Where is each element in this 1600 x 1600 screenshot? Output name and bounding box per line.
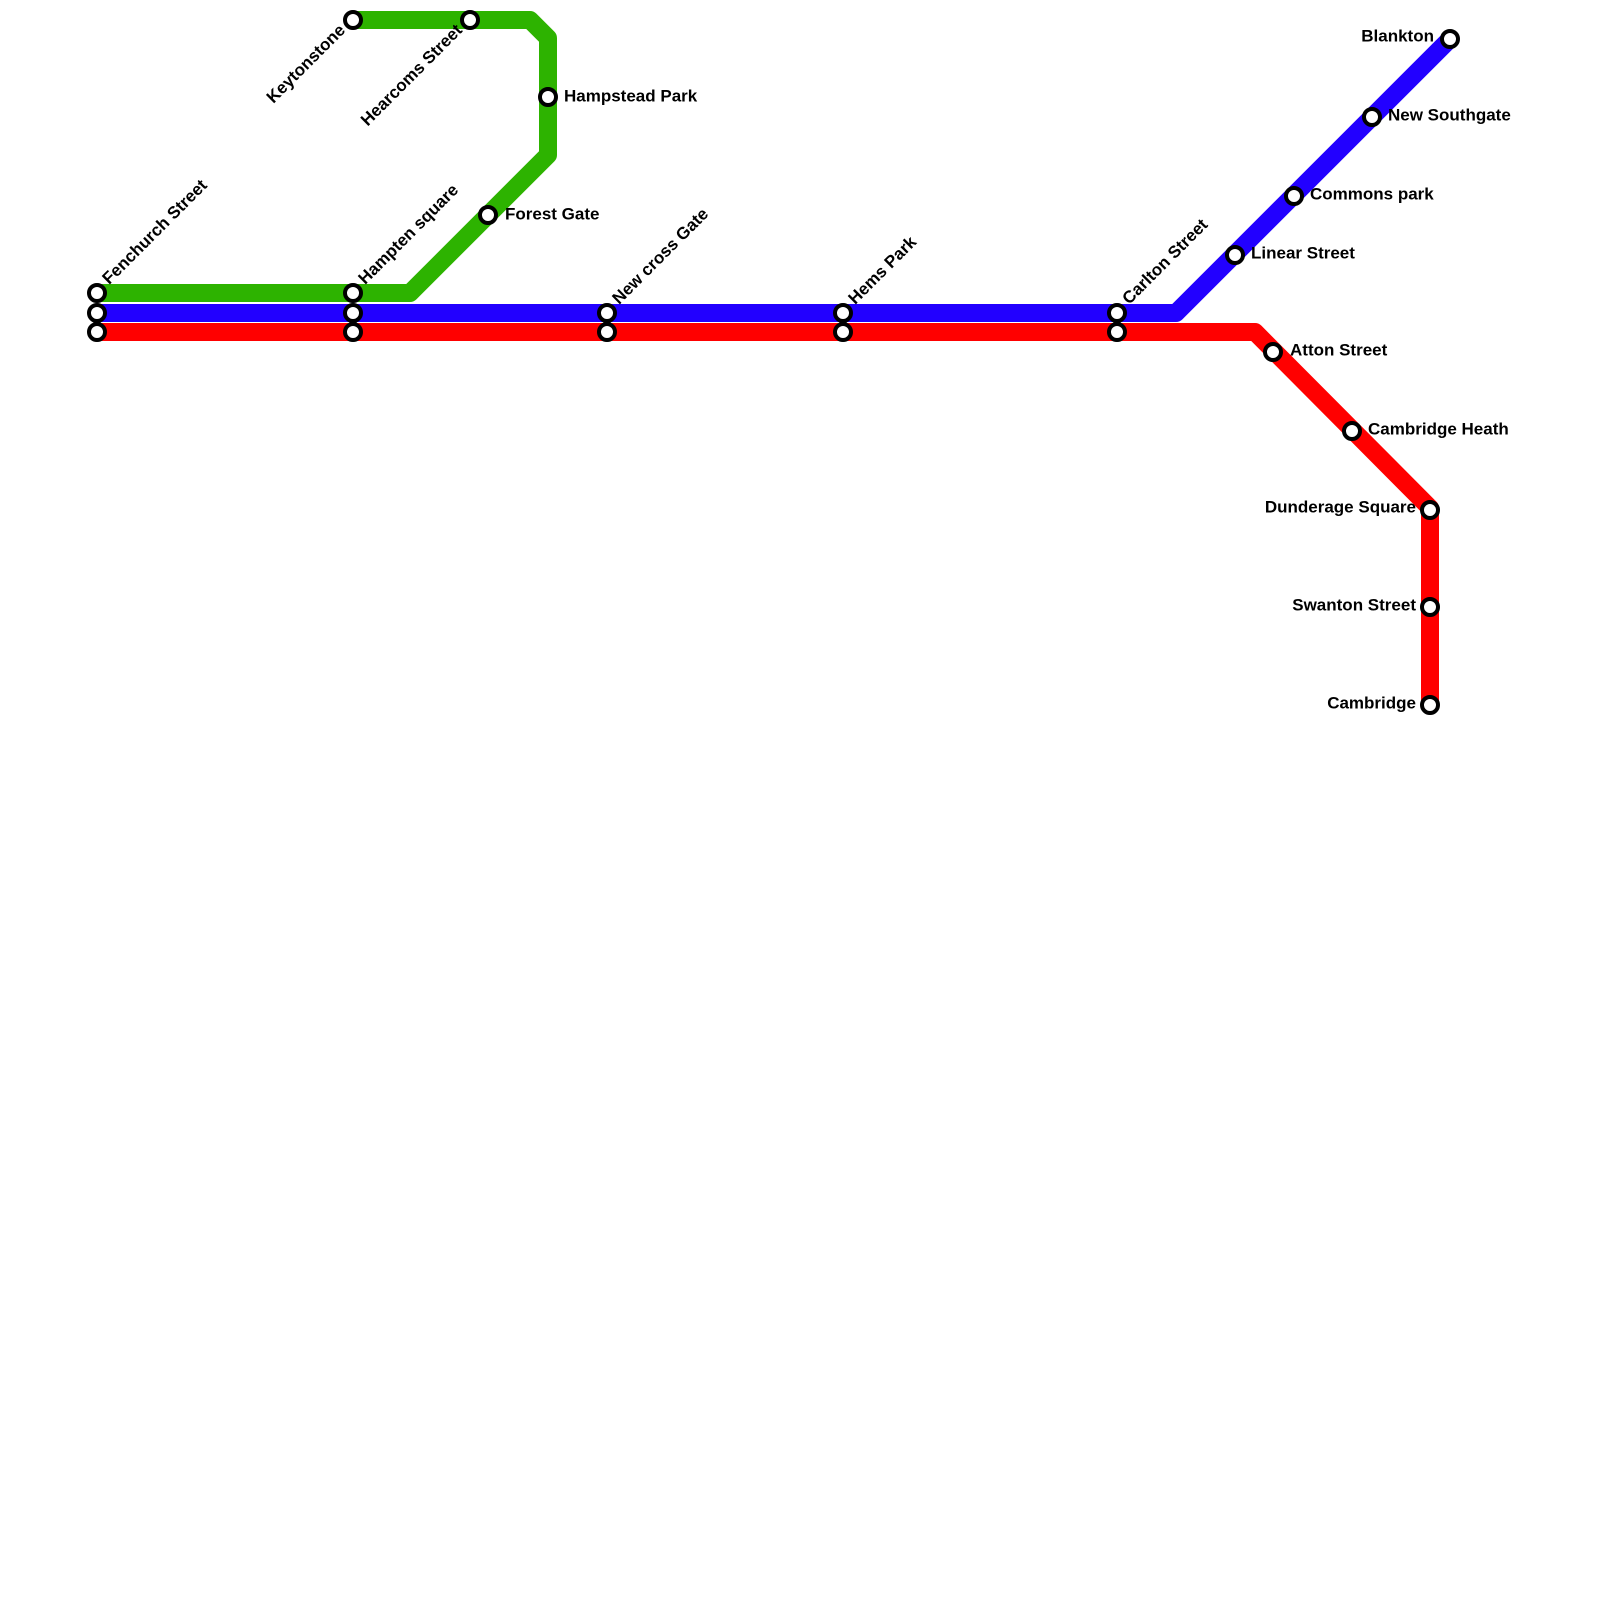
station-label: Hampstead Park: [564, 86, 698, 105]
station-marker: [1284, 186, 1304, 206]
station-marker: [87, 322, 107, 342]
station-marker: [1420, 597, 1440, 617]
station-marker: [343, 10, 363, 30]
station-marker: [87, 303, 107, 323]
station-marker: [1107, 303, 1127, 323]
station-label: Linear Street: [1251, 243, 1355, 262]
station-marker: [597, 322, 617, 342]
station-label: New Southgate: [1388, 105, 1511, 124]
station-label: Blankton: [1361, 26, 1434, 45]
station-label: Cambridge Heath: [1368, 419, 1509, 438]
station-marker: [1362, 107, 1382, 127]
station-marker: [1107, 322, 1127, 342]
station-marker: [460, 10, 480, 30]
station-marker: [597, 303, 617, 323]
station-marker: [1342, 421, 1362, 441]
station-marker: [478, 205, 498, 225]
station-label: Commons park: [1310, 184, 1434, 203]
station-marker: [538, 87, 558, 107]
station-label: Forest Gate: [505, 204, 599, 223]
station-label: Atton Street: [1290, 340, 1388, 359]
station-marker: [343, 322, 363, 342]
station-marker: [833, 322, 853, 342]
station-marker: [1225, 245, 1245, 265]
blue-line: [97, 32, 1457, 322]
station-label: Cambridge: [1327, 693, 1416, 712]
station-marker: [833, 303, 853, 323]
station-marker: [1263, 342, 1283, 362]
station-marker: [1420, 695, 1440, 715]
station-marker: [87, 283, 107, 303]
station-label: Swanton Street: [1292, 595, 1416, 614]
station-marker: [343, 283, 363, 303]
station-marker: [1440, 29, 1460, 49]
station-marker: [343, 303, 363, 323]
station-label: Dunderage Square: [1265, 497, 1416, 516]
station-marker: [1420, 500, 1440, 520]
